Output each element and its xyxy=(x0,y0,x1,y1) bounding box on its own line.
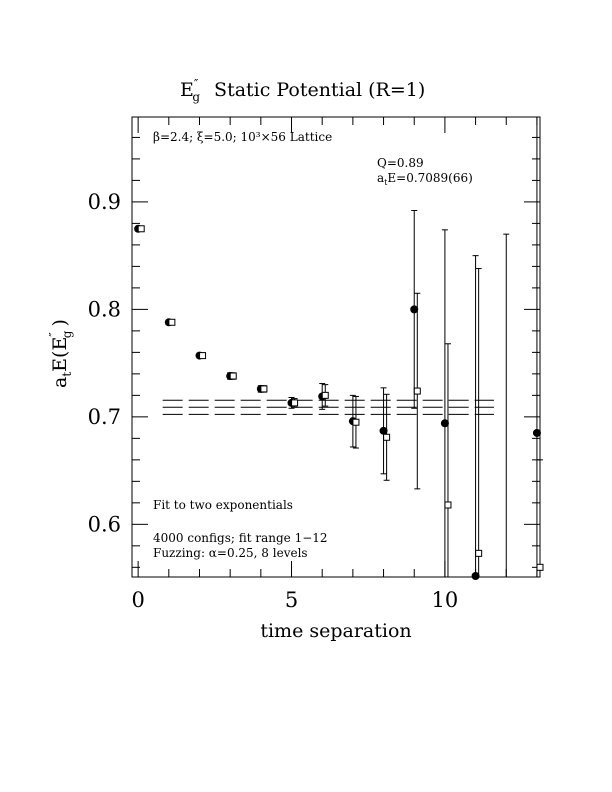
data-point-square xyxy=(229,372,237,380)
x-tick-label: 10 xyxy=(432,588,459,612)
data-point-square xyxy=(444,501,452,509)
data-point-circle xyxy=(379,426,388,435)
y-tick-label: 0.6 xyxy=(88,512,121,536)
fit-a: a xyxy=(377,171,384,185)
y-axis-label: atE(E″g) xyxy=(47,319,74,388)
title-rest: Static Potential (R=1) xyxy=(214,79,425,101)
plot-frame xyxy=(131,116,541,578)
y-tick-label: 0.9 xyxy=(88,190,121,214)
data-point-circle xyxy=(471,572,480,580)
y-tick-label: 0.8 xyxy=(88,297,121,321)
title-sub: g xyxy=(192,90,200,104)
data-point-circle xyxy=(440,419,449,428)
ylabel-a-sub: t xyxy=(60,372,74,377)
x-axis-label: time separation xyxy=(260,620,411,642)
data-point-square xyxy=(475,549,483,557)
ylabel-end: ) xyxy=(49,319,71,326)
x-tick-label: 5 xyxy=(285,588,298,612)
fuzzing-annotation: Fuzzing: α=0.25, 8 levels xyxy=(153,546,308,560)
data-point-square xyxy=(352,418,360,426)
y-tick-label: 0.7 xyxy=(88,405,121,429)
title-sup: ″ xyxy=(194,77,199,91)
data-point-square xyxy=(168,318,176,326)
data-point-square xyxy=(321,391,329,399)
q-annotation: Q=0.89 xyxy=(377,156,424,170)
fit-value-annotation: atE=0.7089(66) xyxy=(377,171,473,187)
title-main: E xyxy=(180,79,194,101)
data-point-square xyxy=(291,399,299,407)
fit-type-annotation: Fit to two exponentials xyxy=(153,498,293,512)
data-point-circle xyxy=(410,305,419,314)
data-point-square xyxy=(536,563,544,571)
ylabel-a: a xyxy=(49,377,71,388)
data-point-square xyxy=(199,352,207,360)
ylabel-sup: ″ xyxy=(47,332,61,337)
data-point-square xyxy=(137,225,145,233)
ylabel-sub2: g xyxy=(60,330,74,338)
data-point-square xyxy=(383,433,391,441)
chart-title: E″ g Static Potential (R=1) xyxy=(180,77,425,104)
fit-post: E=0.7089(66) xyxy=(387,171,472,185)
lattice-annotation: β=2.4; ξ=5.0; 10³×56 Lattice xyxy=(153,130,332,144)
fit-a-sub: t xyxy=(384,178,388,187)
ylabel-mid: E(E xyxy=(49,337,71,372)
data-point-square xyxy=(260,385,268,393)
configs-annotation: 4000 configs; fit range 1−12 xyxy=(153,531,328,545)
data-point-circle xyxy=(532,428,541,437)
data-point-square xyxy=(413,387,421,395)
x-tick-label: 0 xyxy=(131,588,144,612)
